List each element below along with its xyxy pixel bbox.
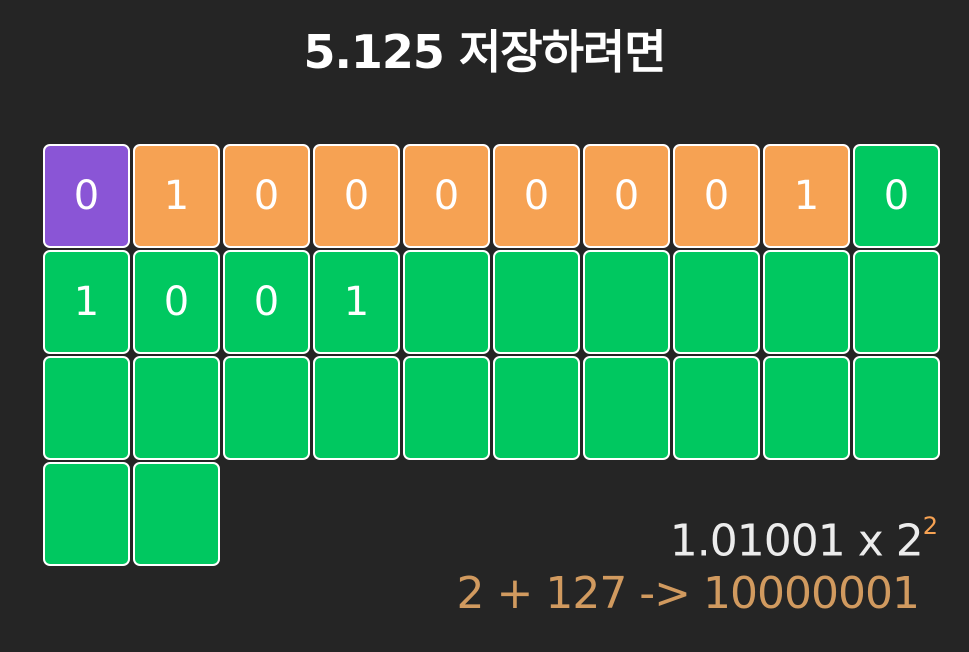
mantissa-bit [583, 356, 670, 460]
mantissa-bit [43, 462, 130, 566]
mantissa-bit [403, 356, 490, 460]
mantissa-bit: 0 [223, 250, 310, 354]
mantissa-bit: 1 [43, 250, 130, 354]
page-title: 5.125 저장하려면 [303, 25, 666, 79]
mantissa-bit [493, 250, 580, 354]
mantissa-bit [223, 356, 310, 460]
mantissa-bit: 0 [133, 250, 220, 354]
exponent-bit: 1 [133, 144, 220, 248]
mantissa-bit [133, 356, 220, 460]
formula-exponent: 2 [922, 512, 938, 540]
mantissa-bit: 0 [853, 144, 940, 248]
mantissa-bit: 1 [313, 250, 400, 354]
mantissa-bit [853, 356, 940, 460]
normalized-formula: 1.01001 x 22 [669, 502, 938, 572]
exponent-calculation: 2 + 127 -> 10000001 [456, 568, 920, 619]
sign-bit: 0 [43, 144, 130, 248]
mantissa-bit [673, 356, 760, 460]
exponent-bit: 0 [313, 144, 400, 248]
mantissa-bit [313, 356, 400, 460]
mantissa-bit [763, 250, 850, 354]
mantissa-bit [673, 250, 760, 354]
exponent-bit: 0 [403, 144, 490, 248]
exponent-bit: 0 [583, 144, 670, 248]
mantissa-bit [493, 356, 580, 460]
exponent-bit: 0 [493, 144, 580, 248]
exponent-bit: 0 [673, 144, 760, 248]
mantissa-bit [763, 356, 850, 460]
mantissa-bit [43, 356, 130, 460]
mantissa-bit [403, 250, 490, 354]
exponent-bit: 1 [763, 144, 850, 248]
mantissa-bit [583, 250, 670, 354]
mantissa-bit [853, 250, 940, 354]
mantissa-bit [133, 462, 220, 566]
formula-mantissa: 1.01001 x 2 [669, 515, 924, 567]
exponent-bit: 0 [223, 144, 310, 248]
